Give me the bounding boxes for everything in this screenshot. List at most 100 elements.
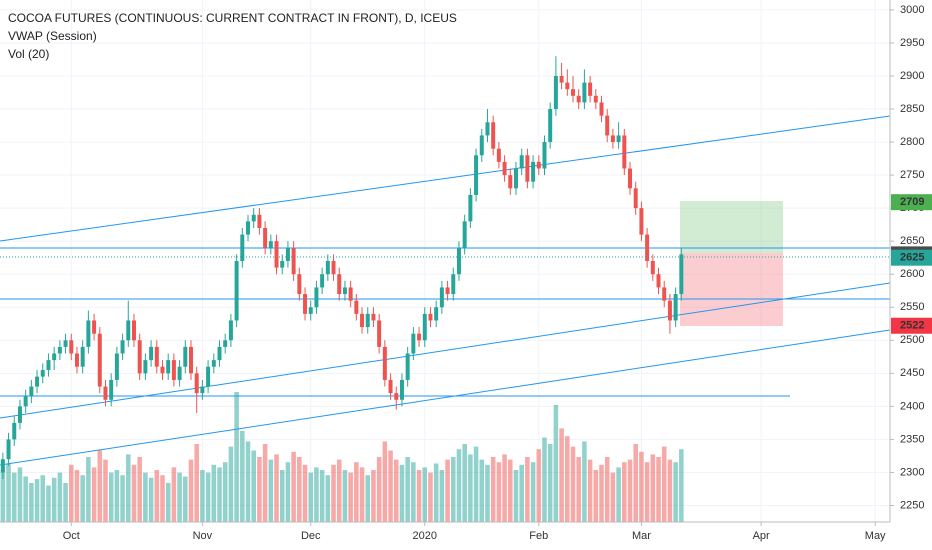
candle-body (114, 353, 119, 380)
volume-bar (183, 476, 188, 522)
volume-bar (257, 457, 262, 522)
volume-bar (285, 462, 291, 522)
x-tick-label: Mar (632, 530, 651, 542)
candle-body (599, 102, 604, 116)
candle-body (280, 261, 285, 268)
volume-bar (393, 459, 399, 522)
y-tick-label: 2650 (900, 235, 924, 247)
x-tick-label: 2020 (413, 530, 437, 542)
volume-bar (34, 479, 40, 522)
volume-bar (599, 464, 604, 522)
volume-bar (154, 470, 160, 522)
volume-bar (200, 470, 205, 522)
volume-bar (610, 472, 616, 522)
volume-bar (359, 467, 365, 522)
volume-bar (479, 459, 485, 522)
volume-bar (23, 476, 28, 522)
candle-body (35, 376, 40, 387)
volume-bar (131, 464, 137, 522)
candle-body (211, 360, 216, 367)
plot-area (0, 0, 890, 522)
candle-body (365, 313, 370, 328)
price-label: 2709 (900, 196, 924, 208)
volume-bar (371, 470, 376, 522)
volume-bar (177, 472, 182, 522)
volume-bar (468, 454, 473, 522)
candle-body (0, 459, 5, 473)
volume-bar (51, 477, 57, 522)
volume-bar (217, 467, 222, 522)
y-tick-label: 2500 (900, 334, 924, 346)
volume-bar (399, 464, 405, 522)
candle-body (508, 175, 513, 189)
volume-bar (97, 450, 103, 522)
candle-body (491, 122, 496, 149)
candle-body (189, 346, 193, 374)
volume-bar (222, 462, 228, 522)
candle-body (360, 313, 365, 328)
candle-body (399, 379, 404, 400)
volume-bar (171, 467, 177, 522)
indicator-label: Vol (20) (8, 47, 49, 61)
candle-body (240, 234, 245, 261)
candle-body (377, 320, 382, 347)
candle-body (525, 155, 530, 182)
volume-bar (559, 428, 564, 522)
axes: 2250230023502400245025002550260026502700… (63, 4, 932, 542)
candle-body (411, 333, 416, 354)
candle-body (673, 294, 678, 321)
volume-bar (308, 472, 314, 522)
candle-body (468, 194, 473, 222)
candle-body (52, 353, 57, 361)
candle-body (29, 386, 34, 397)
y-tick-label: 2800 (900, 136, 924, 148)
candle-body (428, 313, 433, 321)
volume-bar (667, 459, 673, 522)
candle-body (576, 95, 581, 103)
candle-body (217, 346, 222, 361)
candle-body (74, 353, 79, 367)
y-tick-label: 2250 (900, 499, 924, 511)
candle-body (268, 241, 273, 248)
volume-bar (405, 457, 410, 522)
candle-body (103, 386, 108, 400)
volume-bar (439, 470, 445, 522)
candle-body (23, 396, 28, 407)
candle-body (109, 379, 114, 400)
volume-bar (604, 457, 610, 522)
volume-bar (80, 475, 85, 522)
candle-body (422, 313, 427, 341)
drawings (0, 115, 891, 466)
x-tick-label: Feb (529, 530, 548, 542)
volume-bar (661, 446, 667, 522)
volume-bar (120, 475, 125, 522)
volume-bar (205, 472, 211, 522)
price-label-bg (891, 317, 932, 334)
volume-bar (627, 459, 633, 522)
volume-bar (490, 457, 496, 522)
y-tick-label: 2550 (900, 301, 924, 313)
y-tick-label: 2900 (900, 70, 924, 82)
volume-bar (17, 467, 23, 522)
volume-bar (126, 454, 131, 522)
volume-bar (587, 459, 593, 522)
x-tick-label: Apr (753, 530, 770, 542)
volume-bar (114, 470, 120, 522)
candle-body (246, 221, 251, 235)
volume-bar (6, 463, 11, 522)
candle-body (474, 155, 479, 195)
volume-bar (336, 459, 342, 522)
candle-body (656, 274, 661, 288)
volume-bar (519, 464, 524, 522)
candle-body (274, 241, 279, 268)
candle-body (639, 208, 644, 235)
y-tick-label: 2450 (900, 367, 924, 379)
candle-body (177, 366, 182, 380)
candle-body (228, 320, 233, 341)
volume-bar (639, 451, 644, 522)
candle-body (303, 294, 308, 314)
candle-body (650, 261, 655, 275)
candle-body (143, 360, 148, 374)
volume-bar (228, 446, 234, 522)
